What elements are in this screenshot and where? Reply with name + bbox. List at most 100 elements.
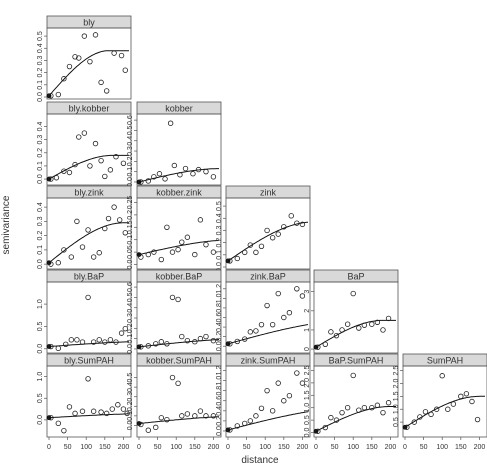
data-point — [156, 171, 163, 177]
data-point — [61, 247, 67, 253]
data-point — [122, 67, 128, 73]
y-tick-label: 0.8 — [216, 303, 223, 313]
data-point — [164, 416, 170, 423]
y-tick-label: 0.0 — [127, 344, 134, 354]
y-tick-label: 0.0 — [37, 174, 44, 184]
y-tick-label: 0.4 — [37, 43, 44, 53]
fit-curve — [227, 411, 309, 431]
fit-curve — [315, 319, 396, 348]
data-point — [122, 325, 128, 332]
data-point — [98, 409, 104, 415]
data-point — [116, 217, 123, 223]
x-tick-label: 50 — [154, 444, 162, 451]
data-point — [339, 327, 345, 333]
x-tick-label: 150 — [189, 444, 201, 451]
data-point — [68, 254, 75, 260]
panel-frame — [46, 113, 132, 186]
y-tick-label: 0.6 — [216, 313, 223, 323]
data-point — [380, 327, 386, 333]
y-tick-label: 0.5 — [37, 393, 44, 403]
y-tick-label: 1.5 — [393, 391, 400, 401]
data-point — [234, 423, 241, 429]
data-point — [107, 167, 114, 173]
data-point — [138, 254, 144, 260]
data-point — [48, 176, 54, 182]
data-point — [333, 332, 340, 339]
data-point — [145, 427, 152, 433]
panel-frame — [136, 197, 222, 270]
y-tick-label: 0.3 — [37, 135, 44, 145]
y-tick-label: 2.0 — [393, 378, 400, 388]
data-point — [87, 58, 93, 65]
data-point — [374, 319, 381, 325]
y-tick-label: 0.4 — [37, 122, 44, 132]
data-point — [417, 414, 423, 420]
data-point — [210, 337, 217, 344]
data-point — [111, 204, 117, 210]
fit-curve — [138, 339, 220, 348]
data-point — [299, 380, 306, 386]
panel-frame — [136, 281, 222, 354]
y-tick-label: 0.4 — [127, 382, 134, 392]
y-tick-label: 0.2 — [216, 238, 223, 248]
panel-title: zink.SumPAH — [241, 356, 296, 366]
y-tick-label: 2.0 — [304, 378, 311, 388]
panel-title: bly.zink — [74, 188, 104, 198]
data-point — [151, 174, 157, 180]
data-point — [74, 337, 80, 343]
fit-curve — [138, 416, 220, 424]
panel-title: SumPAH — [427, 356, 463, 366]
y-tick-label: 0.5 — [393, 417, 400, 427]
data-point — [79, 408, 86, 414]
x-tick-label: 150 — [455, 444, 467, 451]
nugget-point — [225, 427, 231, 433]
y-tick-label: 1.0 — [37, 372, 44, 382]
data-point — [322, 424, 329, 431]
panel-frame — [313, 281, 399, 354]
data-point — [98, 79, 104, 86]
data-point — [102, 225, 108, 232]
data-point — [96, 337, 102, 343]
x-tick-label: 100 — [347, 444, 359, 451]
data-point — [48, 93, 54, 99]
data-point — [138, 421, 144, 428]
y-tick-label: 2.5 — [304, 366, 311, 376]
data-point — [66, 404, 73, 410]
data-point — [197, 335, 204, 342]
data-point — [175, 296, 181, 303]
x-tick-label: 150 — [99, 444, 111, 451]
data-point — [184, 411, 191, 417]
y-tick-label: 0.3 — [127, 392, 134, 402]
panel-kobber: kobber 0.00.10.20.30.40.50.6 — [127, 101, 222, 187]
data-point — [158, 415, 165, 421]
y-tick-label: 0.4 — [37, 202, 44, 212]
data-point — [66, 169, 73, 176]
panel-title: bly.kobber — [69, 104, 110, 114]
y-tick-label: 1.0 — [37, 299, 44, 309]
data-point — [203, 333, 209, 340]
data-point — [151, 249, 157, 255]
nugget-point — [136, 179, 142, 185]
y-tick-label: 0.1 — [127, 411, 134, 421]
data-point — [61, 168, 67, 174]
x-tick-label: 100 — [170, 444, 182, 451]
panel-title: bly.BaP — [74, 272, 104, 282]
nugget-point — [46, 415, 52, 421]
data-point — [55, 420, 62, 427]
panel-title: kobber.zink — [156, 188, 202, 198]
data-point — [361, 405, 368, 411]
data-point — [138, 344, 144, 350]
panel-title: kobber.SumPAH — [146, 356, 212, 366]
panel-zink: zink 0.0 0.1 0.2 0.3 0.4 0.5 — [216, 185, 311, 272]
data-point — [286, 393, 293, 399]
nugget-point — [313, 344, 319, 350]
data-point — [264, 302, 270, 309]
data-point — [328, 329, 334, 335]
y-tick-label: 1.5 — [304, 390, 311, 400]
x-tick-label: 0 — [314, 444, 318, 451]
panel-frame — [136, 113, 222, 186]
y-tick-label: 0.1 — [37, 161, 44, 171]
